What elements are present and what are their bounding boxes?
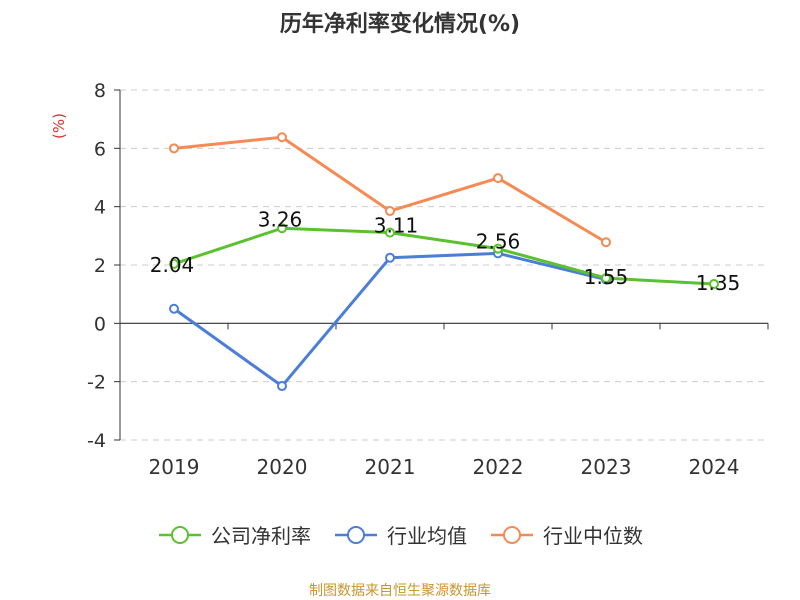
chart-title: 历年净利率变化情况(%) (279, 12, 521, 37)
data-point (169, 143, 179, 154)
data-label: 3.11 (374, 214, 419, 238)
y-tick-label: 8 (94, 80, 106, 102)
data-label: 2.04 (150, 253, 195, 277)
data-point (493, 243, 503, 254)
data-label: 1.35 (696, 271, 741, 295)
legend: 公司净利率 行业均值 行业中位数 (0, 520, 800, 549)
y-tick-label: 6 (94, 138, 106, 160)
series-line (173, 251, 607, 388)
y-tick-label: -4 (87, 430, 106, 452)
series-line (173, 226, 715, 286)
data-label: 3.26 (258, 207, 303, 231)
x-tick-label: 2023 (581, 455, 632, 479)
data-point (169, 303, 179, 314)
series-layer (169, 132, 719, 392)
legend-swatch (335, 525, 377, 544)
data-label: 1.55 (584, 265, 629, 289)
y-tick-label: 4 (94, 197, 106, 219)
data-point (601, 273, 611, 284)
data-point (277, 223, 287, 234)
data-point (277, 132, 287, 143)
data-point (385, 227, 395, 238)
legend-swatch (491, 525, 533, 544)
y-tick-label: 0 (94, 313, 106, 335)
y-tick-label: -2 (87, 372, 106, 394)
data-point (385, 206, 395, 217)
legend-swatch (159, 525, 201, 544)
x-tick-label: 2020 (257, 455, 308, 479)
data-point (493, 173, 503, 184)
data-point (385, 252, 395, 263)
data-label: 2.56 (476, 230, 521, 254)
x-tick-label: 2022 (473, 455, 524, 479)
source-note: 制图数据来自恒生聚源数据库 (309, 583, 491, 599)
legend-item[interactable]: 行业中位数 (489, 520, 643, 549)
data-point (277, 381, 287, 392)
legend-label: 公司净利率 (211, 524, 311, 548)
legend-label: 行业均值 (387, 524, 467, 548)
legend-label: 行业中位数 (543, 524, 643, 548)
axis-layer: 8 6 4 2 0 -2 -4 2019 2020 2021 2022 2023 2024 (%) (50, 80, 769, 479)
grid-layer (120, 89, 768, 441)
legend-item[interactable]: 公司净利率 (157, 520, 311, 549)
label-layer: 2.04 3.26 3.11 2.56 1.55 1.35 (150, 207, 741, 295)
legend-item[interactable]: 行业均值 (333, 520, 467, 549)
data-point (169, 258, 179, 269)
y-axis-label: (%) (50, 113, 68, 139)
x-tick-label: 2024 (689, 455, 740, 479)
y-tick-label: 2 (94, 255, 106, 277)
x-tick-label: 2019 (149, 455, 200, 479)
data-point (601, 237, 611, 248)
x-tick-label: 2021 (365, 455, 416, 479)
data-point (709, 278, 719, 289)
